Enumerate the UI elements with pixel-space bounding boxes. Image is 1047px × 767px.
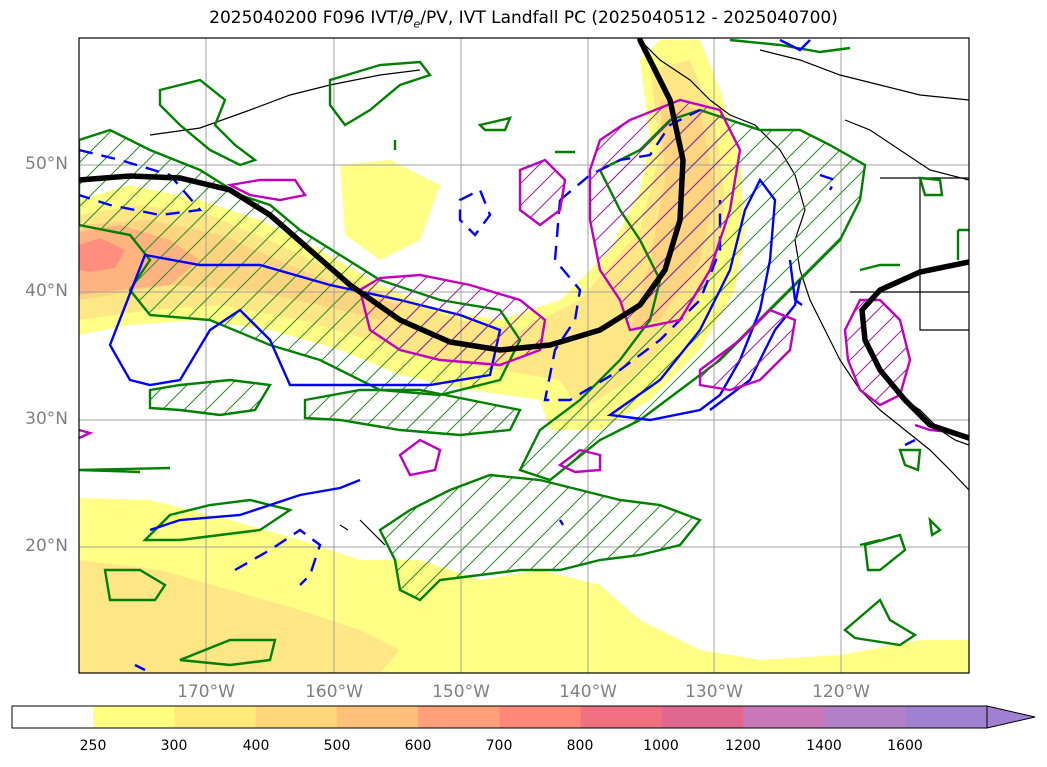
colorbar-tick-label: 1600 [887, 738, 923, 754]
colorbar-segment [580, 706, 663, 728]
pv-dashed-c [543, 199, 722, 402]
landfall-pc-contours [79, 98, 951, 477]
lon-label-150w: 150°W [432, 682, 490, 702]
pv-solid-east [606, 177, 777, 422]
colorbar [12, 706, 988, 728]
map-panel [79, 38, 969, 673]
colorbar-extend-arrow [986, 705, 1036, 729]
colorbar-segment [255, 706, 338, 728]
pv-solid-west [108, 253, 502, 387]
magenta-region-coast [698, 308, 797, 392]
magenta-region-small [518, 158, 567, 227]
colorbar-frame [11, 705, 988, 729]
colorbar-tick-label: 250 [79, 738, 107, 754]
colorbar-tick-label: 300 [160, 738, 188, 754]
colorbar-segment [418, 706, 500, 728]
jet-east [859, 259, 969, 441]
colorbar-segment [93, 706, 175, 728]
magenta-region-central [358, 273, 547, 367]
colorbar-segment [499, 706, 582, 728]
lon-label-170w: 170°W [177, 682, 235, 702]
title-part-main: 2025040200 F096 IVT/ [209, 8, 404, 28]
magenta-region-north [588, 98, 742, 332]
colorbar-tick-label: 1000 [643, 738, 679, 754]
ivt-shading [79, 40, 969, 673]
pv-dashed-a [79, 148, 203, 217]
colorbar-tick-label: 400 [242, 738, 270, 754]
ivt-band-south-400 [79, 560, 400, 673]
title-theta: θ [403, 8, 414, 28]
jet-main [79, 38, 686, 353]
colorbar-segment [824, 706, 907, 728]
ivt-jet-axis [79, 38, 969, 441]
colorbar-segment [174, 706, 257, 728]
green-region-band [303, 388, 522, 437]
lat-label-40n: 40°N [25, 281, 68, 301]
lon-label-130w: 130°W [685, 682, 743, 702]
lat-label-30n: 30°N [25, 409, 68, 429]
ivt-band-700 [79, 238, 125, 272]
colorbar-tick-label: 700 [485, 738, 513, 754]
colorbar-tick-label: 500 [323, 738, 351, 754]
colorbar-tick-label: 800 [566, 738, 594, 754]
map-frame [78, 37, 970, 674]
title-theta-subscript: e [413, 17, 421, 31]
title-part-rest: /PV, IVT Landfall PC (2025040512 - 20250… [420, 8, 838, 28]
lat-label-50n: 50°N [25, 154, 68, 174]
green-region-south [378, 473, 702, 602]
ivt-band-300 [79, 60, 725, 410]
colorbar-tick-label: 1400 [806, 738, 842, 754]
colorbar-segment [336, 706, 419, 728]
lon-label-120w: 120°W [812, 682, 870, 702]
figure-title: 2025040200 F096 IVT/θe/PV, IVT Landfall … [0, 8, 1047, 30]
green-region-mid [148, 378, 272, 417]
colorbar-segment [661, 706, 744, 728]
lon-label-140w: 140°W [559, 682, 617, 702]
lat-label-20n: 20°N [25, 536, 68, 556]
colorbar-segment [743, 706, 825, 728]
pv-dashed-e [234, 528, 322, 586]
ivt-band-250-top [340, 160, 440, 260]
colorbar-tick-label: 600 [404, 738, 432, 754]
pv-dashed-d [458, 188, 492, 237]
colorbar-tick-label: 1200 [725, 738, 761, 754]
colorbar-segment [12, 706, 94, 728]
lon-label-160w: 160°W [305, 682, 363, 702]
colorbar-segment [905, 706, 988, 728]
